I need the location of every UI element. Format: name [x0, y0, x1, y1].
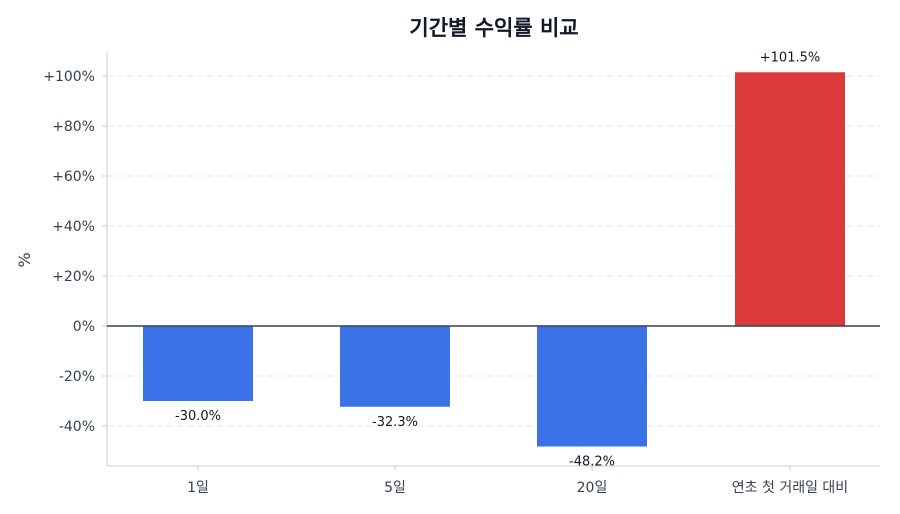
- bar: [143, 326, 253, 401]
- y-tick-label: -20%: [59, 369, 95, 385]
- x-tick-label: 1일: [187, 480, 209, 496]
- y-axis-label: %: [15, 252, 34, 267]
- y-tick-label: +60%: [52, 169, 95, 185]
- y-tick-label: +80%: [52, 119, 95, 135]
- chart-title: 기간별 수익률 비교: [409, 16, 579, 40]
- x-tick-label: 20일: [577, 480, 608, 496]
- bar-value-label: -30.0%: [175, 409, 221, 424]
- bar: [735, 72, 845, 326]
- bar: [537, 326, 647, 447]
- y-tick-label: +100%: [43, 69, 95, 85]
- bar-value-label: +101.5%: [760, 50, 820, 65]
- y-tick-label: 0%: [73, 319, 95, 335]
- x-tick-label: 5일: [384, 480, 406, 496]
- x-tick-label: 연초 첫 거래일 대비: [732, 480, 848, 496]
- bar: [340, 326, 450, 407]
- y-tick-label: +40%: [52, 219, 95, 235]
- y-tick-label: -40%: [59, 419, 95, 435]
- y-tick-label: +20%: [52, 269, 95, 285]
- bar-value-label: -48.2%: [569, 455, 615, 470]
- bar-value-label: -32.3%: [372, 415, 418, 430]
